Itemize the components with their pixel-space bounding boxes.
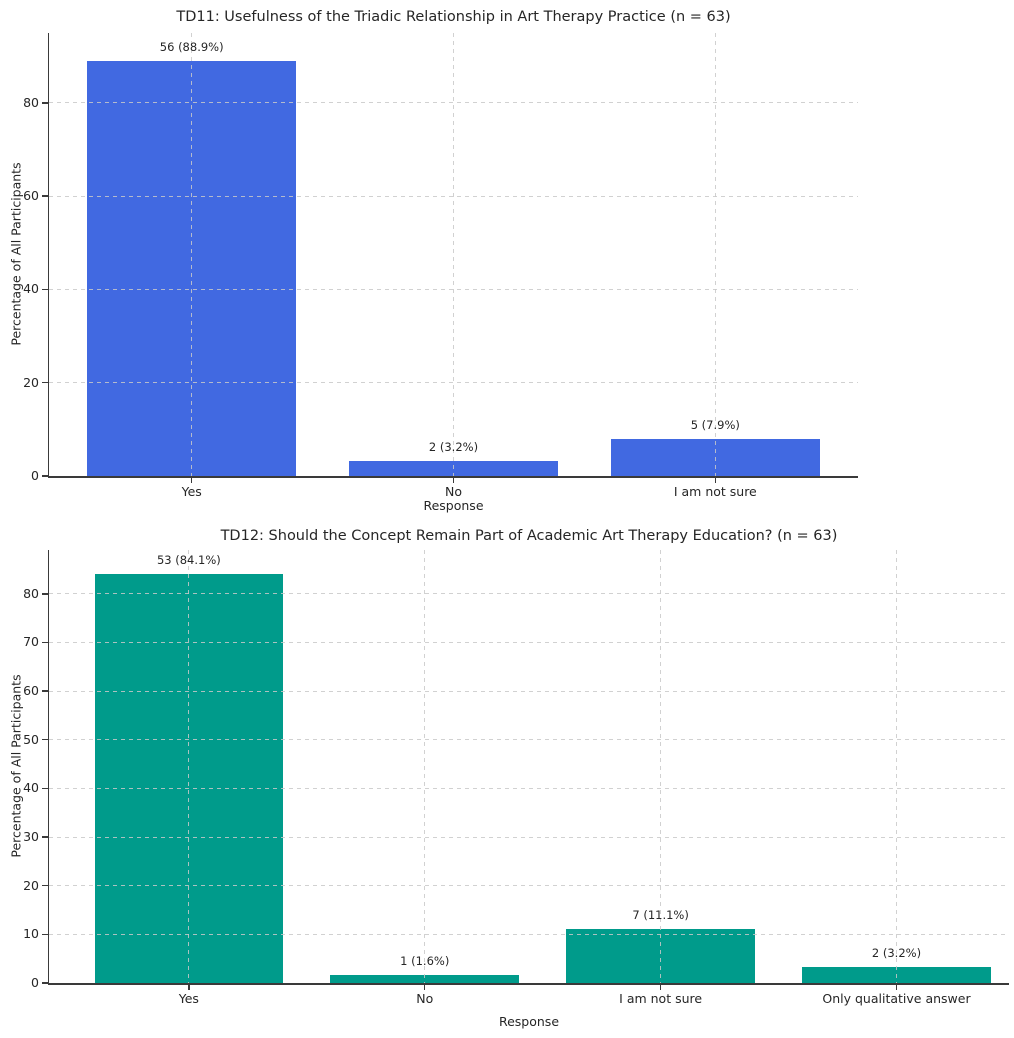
y-tick-60 <box>42 690 49 692</box>
x-tick-label-yes: Yes <box>181 484 202 499</box>
x-tick-i-am-not-sure <box>714 478 717 483</box>
y-tick-label-50: 50 <box>23 731 39 747</box>
y-tick-60 <box>42 195 49 197</box>
y-tick-label-70: 70 <box>23 634 39 650</box>
gridline-x-yes <box>191 33 193 476</box>
bar-value-label-no: 1 (1.6%) <box>400 954 450 969</box>
gridline-x-i-am-not-sure <box>714 33 716 476</box>
gridline-x-no <box>453 33 454 476</box>
axis-spine-left <box>47 550 49 985</box>
bar-value-label-yes: 53 (84.1%) <box>156 552 221 567</box>
y-tick-label-80: 80 <box>23 94 39 110</box>
gridline-y-40 <box>49 787 1009 789</box>
gridline-y-60 <box>49 690 1009 692</box>
y-tick-label-30: 30 <box>23 829 39 845</box>
y-tick-label-60: 60 <box>23 683 39 699</box>
y-tick-80 <box>42 593 49 595</box>
bar-value-label-i-am-not-sure: 7 (11.1%) <box>632 907 689 922</box>
gridline-y-80 <box>49 593 1009 595</box>
y-tick-0 <box>42 475 49 477</box>
y-tick-label-0: 0 <box>31 468 39 483</box>
gridline-y-30 <box>49 836 1009 838</box>
x-tick-label-i-am-not-sure: I am not sure <box>673 484 757 499</box>
y-tick-20 <box>42 884 49 887</box>
axis-spine-bottom <box>47 983 1009 985</box>
x-tick-only-qualitative-answer <box>895 985 898 990</box>
chart-td12-title: TD12: Should the Concept Remain Part of … <box>220 528 838 544</box>
bar-value-label-no: 2 (3.2%) <box>428 440 479 455</box>
chart-td11-x-axis-label: Response <box>423 498 484 513</box>
bar-value-label-yes: 56 (88.9%) <box>159 40 224 55</box>
x-tick-label-only-qualitative-answer: Only qualitative answer <box>822 991 971 1006</box>
y-tick-label-20: 20 <box>23 877 39 893</box>
y-tick-label-60: 60 <box>23 188 39 204</box>
y-tick-40 <box>42 288 49 291</box>
y-tick-label-20: 20 <box>23 374 39 390</box>
y-tick-label-80: 80 <box>23 585 39 601</box>
gridline-y-20 <box>49 885 1009 887</box>
y-tick-label-40: 40 <box>23 780 39 796</box>
chart-td11-title: TD11: Usefulness of the Triadic Relation… <box>176 9 731 25</box>
y-tick-10 <box>42 933 49 936</box>
x-tick-i-am-not-sure <box>659 985 662 990</box>
axis-spine-left <box>47 33 49 478</box>
x-tick-no <box>423 985 426 990</box>
y-tick-50 <box>42 738 49 741</box>
x-tick-label-yes: Yes <box>178 991 199 1006</box>
x-tick-label-i-am-not-sure: I am not sure <box>619 991 703 1006</box>
gridline-y-50 <box>49 739 1009 741</box>
bar-value-label-i-am-not-sure: 5 (7.9%) <box>690 418 740 433</box>
x-tick-no <box>452 478 455 483</box>
y-tick-70 <box>42 641 49 644</box>
chart-td11-plot-area: 0 20 40 60 80 56 (88.9%) Yes 2 (3.2%) No 5 (7.9%)… <box>23 33 858 499</box>
x-tick-yes <box>188 985 190 990</box>
y-tick-label-40: 40 <box>23 281 39 297</box>
y-tick-label-10: 10 <box>23 926 39 942</box>
chart-td12-plot-area: 0 10 20 30 40 50 60 70 80 53 (84.1%) Yes 1 (1.6%) No… <box>23 550 1009 1006</box>
gridline-x-only-qualitative-answer <box>895 550 897 983</box>
gridline-x-no <box>424 550 426 983</box>
y-tick-20 <box>42 381 49 384</box>
x-tick-label-no: No <box>445 484 462 499</box>
gridline-y-70 <box>49 641 1009 643</box>
bar-value-label-only-qualitative-answer: 2 (3.2%) <box>871 946 922 961</box>
y-tick-label-0: 0 <box>31 975 39 990</box>
axis-spine-bottom <box>47 476 858 478</box>
y-tick-80 <box>42 102 49 104</box>
gridline-x-i-am-not-sure <box>660 550 662 983</box>
gridline-y-10 <box>49 933 1009 935</box>
x-tick-yes <box>190 478 193 483</box>
y-tick-30 <box>42 836 49 838</box>
x-tick-label-no: No <box>416 991 434 1006</box>
chart-td12-x-axis-label: Response <box>498 1014 560 1029</box>
y-tick-0 <box>42 982 49 984</box>
y-tick-40 <box>42 787 49 790</box>
gridline-x-yes <box>188 550 190 983</box>
